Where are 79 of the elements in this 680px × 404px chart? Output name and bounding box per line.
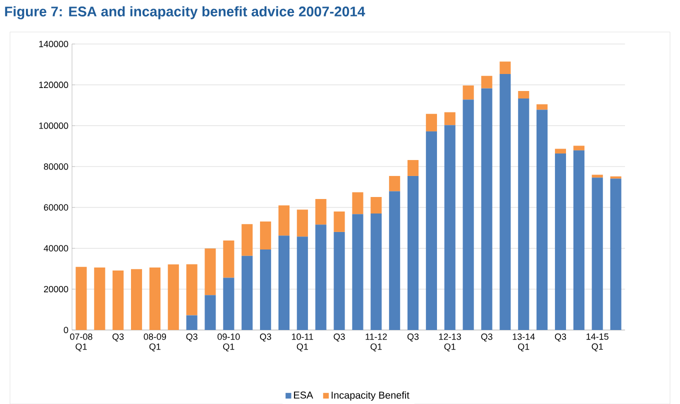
bar xyxy=(76,266,87,330)
bar xyxy=(536,110,548,330)
x-tick-label: Q3 xyxy=(112,334,124,342)
bar xyxy=(481,76,492,88)
legend-label: Incapacity Benefit xyxy=(332,391,410,401)
bar xyxy=(592,174,603,178)
bar xyxy=(462,85,474,100)
x-tick-label: 14-15 Q1 xyxy=(586,334,608,352)
y-tick-label: 60000 xyxy=(44,204,68,211)
bar xyxy=(204,248,216,296)
bar xyxy=(554,148,566,154)
bar xyxy=(130,269,142,330)
bar xyxy=(334,232,345,330)
bar xyxy=(315,224,326,330)
bar xyxy=(186,264,198,316)
legend-label: ESA xyxy=(294,392,314,399)
bar xyxy=(296,210,308,237)
x-tick-label: Q3 xyxy=(554,334,566,342)
bar xyxy=(278,205,290,236)
bar xyxy=(444,112,456,126)
x-tick-label: Q3 xyxy=(407,334,419,342)
bar xyxy=(426,131,437,330)
bar xyxy=(573,150,584,330)
bar xyxy=(352,192,364,214)
bar xyxy=(149,267,160,330)
bar xyxy=(94,267,106,330)
y-tick-label: 100000 xyxy=(39,122,68,129)
bar xyxy=(407,176,419,330)
y-tick-label: 80000 xyxy=(44,163,68,170)
bar xyxy=(536,104,548,110)
x-tick-label: 13-14 Q1 xyxy=(512,334,535,352)
bar xyxy=(610,178,622,330)
bar xyxy=(296,236,308,330)
bar xyxy=(518,98,530,330)
y-tick-label: 140000 xyxy=(39,40,68,48)
x-tick-label: 11-12 Q1 xyxy=(366,334,387,352)
bar xyxy=(260,250,272,330)
x-tick-label: 09-10 Q1 xyxy=(218,334,240,352)
x-tick-label: Q3 xyxy=(186,334,198,342)
bar xyxy=(370,214,382,330)
bar xyxy=(204,295,216,330)
x-tick-label: Q3 xyxy=(260,334,272,342)
y-tick-label: 0 xyxy=(64,326,68,334)
bar xyxy=(352,214,364,330)
bar xyxy=(389,191,400,330)
bar xyxy=(573,146,584,150)
bar xyxy=(223,240,234,278)
x-tick-label: 10-11 Q1 xyxy=(292,334,314,352)
bar xyxy=(242,224,253,256)
bar xyxy=(278,236,290,330)
bar xyxy=(500,74,511,330)
y-tick-label: 40000 xyxy=(44,245,68,252)
x-tick-label: Q3 xyxy=(334,334,345,342)
bar xyxy=(592,178,603,330)
bar xyxy=(426,114,437,132)
chart-title: Figure 7: ESA and incapacity benefit advice 2007-2014 xyxy=(5,6,366,20)
y-tick-label: 120000 xyxy=(39,82,68,88)
bar xyxy=(186,315,198,330)
bar xyxy=(260,222,272,250)
bar xyxy=(112,270,124,330)
bar xyxy=(481,88,492,330)
bar xyxy=(462,100,474,330)
bar xyxy=(315,199,326,225)
bar xyxy=(242,256,253,330)
x-tick-label: Q3 xyxy=(481,334,492,342)
y-tick-label: 20000 xyxy=(44,286,68,292)
bar xyxy=(444,125,456,330)
x-tick-label: 08-09 Q1 xyxy=(144,334,166,352)
bar xyxy=(389,176,400,192)
bar xyxy=(500,62,511,74)
x-tick-label: 12-13 Q1 xyxy=(439,334,461,352)
bar xyxy=(168,264,179,330)
bar xyxy=(554,153,566,330)
bar xyxy=(334,212,345,232)
bar xyxy=(223,278,234,330)
bar xyxy=(370,197,382,214)
bar xyxy=(407,160,419,176)
bar xyxy=(518,90,530,99)
x-tick-label: 07-08 Q1 xyxy=(70,334,92,352)
